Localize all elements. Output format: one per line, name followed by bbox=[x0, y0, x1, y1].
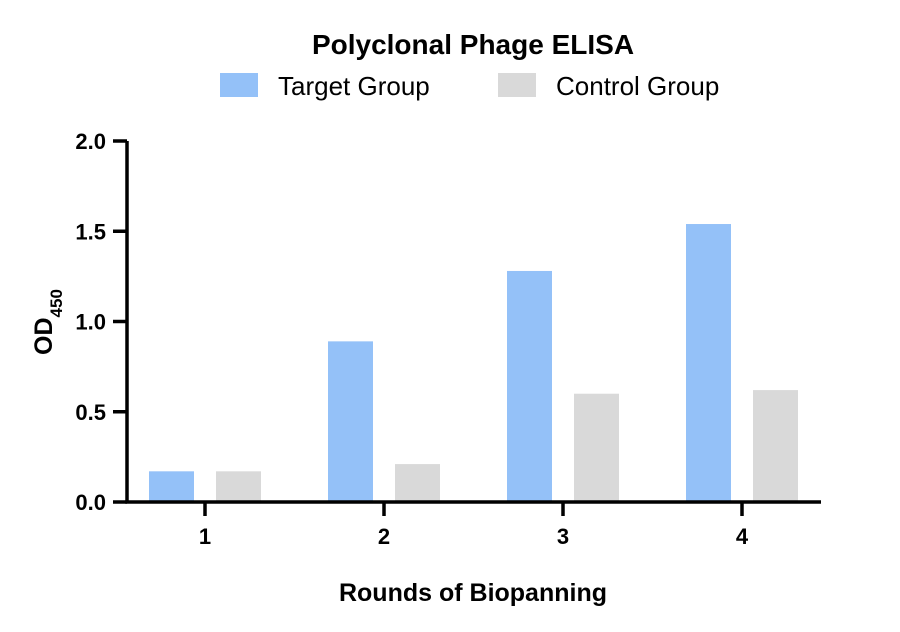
x-tick-label: 4 bbox=[736, 524, 749, 549]
x-axis-title: Rounds of Biopanning bbox=[339, 579, 607, 607]
bar-control-round-1 bbox=[216, 471, 261, 502]
bar-control-round-4 bbox=[753, 390, 798, 502]
y-axis-ticks: 0.0 0.5 1.0 1.5 2.0 bbox=[75, 129, 127, 515]
bar-target-round-3 bbox=[507, 270, 552, 502]
legend-swatch-control bbox=[498, 73, 536, 97]
x-tick-label: 2 bbox=[378, 524, 390, 549]
y-axis-title-main: OD bbox=[30, 317, 58, 355]
legend-label-control: Control Group bbox=[556, 71, 719, 101]
legend: Target Group Control Group bbox=[220, 71, 719, 101]
y-tick-label: 2.0 bbox=[75, 129, 106, 154]
x-tick-label: 1 bbox=[199, 524, 211, 549]
bar-target-round-1 bbox=[149, 471, 194, 502]
y-tick-label: 1.5 bbox=[75, 219, 106, 244]
chart-title: Polyclonal Phage ELISA bbox=[312, 29, 634, 60]
y-tick-label: 0.5 bbox=[75, 400, 106, 425]
legend-label-target: Target Group bbox=[278, 71, 430, 101]
x-axis-ticks: 1 2 3 4 bbox=[199, 502, 749, 549]
bar-target-round-4 bbox=[686, 224, 731, 502]
y-tick-label: 0.0 bbox=[75, 490, 106, 515]
y-tick-label: 1.0 bbox=[75, 310, 106, 335]
y-axis-title-subscript: 450 bbox=[47, 289, 66, 317]
bar-target-round-2 bbox=[328, 341, 373, 502]
bar-control-round-2 bbox=[395, 464, 440, 502]
x-tick-label: 3 bbox=[557, 524, 569, 549]
y-axis-title: OD450 bbox=[30, 289, 66, 355]
legend-swatch-target bbox=[220, 73, 258, 97]
bars bbox=[149, 224, 798, 502]
bar-control-round-3 bbox=[574, 393, 619, 502]
